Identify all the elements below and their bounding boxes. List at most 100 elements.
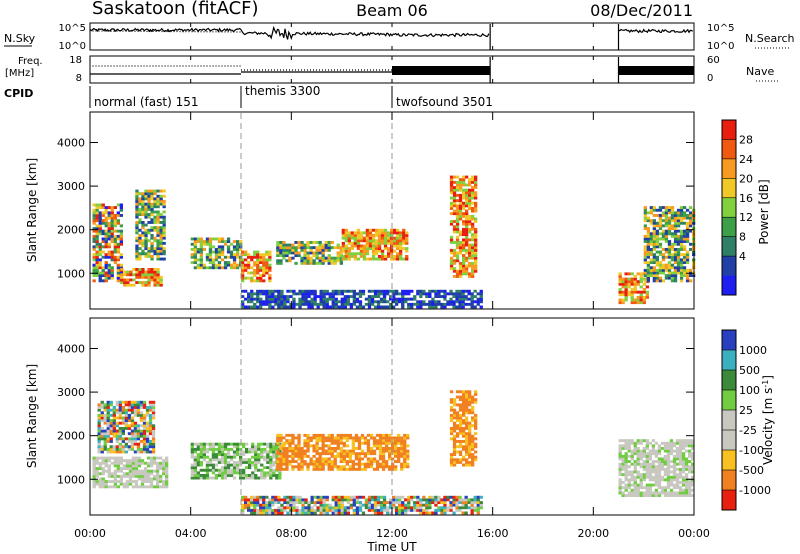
noise-left-tick-top: 10^5	[59, 23, 86, 34]
noise-search-line	[92, 30, 242, 33]
velocity-frame	[89, 317, 695, 516]
noise-left-tick-bottom: 10^0	[59, 41, 86, 52]
velocity-region-4	[449, 390, 478, 467]
freq-series	[90, 57, 694, 83]
velocity-colorbar-label-main: Velocity [m s	[761, 388, 775, 465]
xtick-label-6: 00:00	[678, 527, 710, 540]
noise-left-label: N.Sky	[4, 32, 36, 45]
power-frame	[89, 111, 695, 310]
velocity-colorbar-swatch-3	[722, 390, 736, 411]
noise-right-tick-top: 10^5	[707, 23, 734, 34]
power-colorbar: 28 24 20 16 12 8 4	[721, 119, 753, 296]
power-colorbar-swatch-5	[722, 217, 736, 237]
noise-sky-line	[89, 25, 490, 41]
velocity-colorbar-label-6: -500	[739, 464, 764, 477]
power-region-9	[643, 206, 696, 283]
power-colorbar-label-2: 20	[739, 172, 753, 185]
velocity-colorbar-label-5: -100	[739, 444, 764, 457]
power-colorbar-swatch-1	[722, 139, 736, 160]
velocity-colorbar: 1000 500 100 25 -25 -100 -500 -1000	[721, 329, 771, 511]
noise-right-tick-bottom: 10^0	[707, 41, 734, 52]
velocity-region-6	[241, 495, 483, 515]
velocity-ytick-label-3: 4000	[57, 343, 85, 356]
noise-sky-line-late	[618, 28, 694, 34]
velocity-ytick-label-1: 2000	[57, 430, 85, 443]
noise-series	[89, 24, 694, 50]
beam-title: Beam 06	[356, 1, 428, 20]
power-region-10	[241, 289, 483, 309]
velocity-colorbar-swatch-7	[722, 470, 736, 491]
xtick-label-5: 20:00	[577, 527, 609, 540]
date-title: 08/Dec/2011	[590, 1, 693, 20]
velocity-colorbar-label-0: 1000	[739, 344, 767, 357]
velocity-y-ticks: 1000 2000 3000 4000	[57, 343, 694, 486]
station-title: Saskatoon (fitACF)	[92, 0, 259, 19]
cpid-segment-0: normal (fast) 151	[94, 95, 198, 109]
freq-band-twofsound	[392, 66, 491, 75]
power-colorbar-label-4: 12	[739, 211, 753, 224]
cpid-panel: CPID normal (fast) 151 themis 3300 twofs…	[4, 84, 493, 109]
x-axis-ticks: 00:00 04:00 08:00 12:00 16:00 20:00 00:00	[74, 23, 710, 540]
power-colorbar-label-1: 24	[739, 153, 753, 166]
velocity-colorbar-label-2: 100	[739, 384, 760, 397]
power-region-0	[92, 203, 123, 283]
velocity-ytick-label-0: 1000	[57, 473, 85, 486]
power-colorbar-swatch-0	[722, 120, 736, 140]
velocity-colorbar-label-3: 25	[739, 404, 753, 417]
freq-left-label-2: [MHz]	[5, 68, 34, 79]
power-y-ticks: 1000 2000 3000 4000	[57, 137, 694, 280]
freq-right-tick-top: 60	[707, 55, 720, 66]
velocity-colorbar-swatch-5	[722, 430, 736, 451]
velocity-colorbar-swatch-4	[722, 410, 736, 431]
velocity-panel: 1000 2000 3000 4000 Slant Range [km]	[25, 317, 695, 516]
power-colorbar-swatch-4	[722, 197, 736, 218]
velocity-colorbar-swatch-8	[722, 490, 736, 511]
velocity-colorbar-swatch-6	[722, 450, 736, 471]
power-ytick-label-1: 2000	[57, 224, 85, 237]
power-colorbar-label-5: 8	[739, 231, 746, 244]
power-ylabel: Slant Range [km]	[25, 158, 39, 262]
velocity-ytick-label-2: 3000	[57, 386, 85, 399]
velocity-region-3	[276, 433, 410, 471]
power-region-6	[341, 228, 409, 261]
xtick-label-4: 16:00	[477, 527, 509, 540]
power-colorbar-swatch-3	[722, 178, 736, 199]
xtick-label-0: 00:00	[74, 527, 106, 540]
power-panel: 1000 2000 3000 4000 Slant Range [km]	[25, 111, 696, 310]
power-region-4	[241, 250, 272, 283]
power-ytick-label-3: 4000	[57, 137, 85, 150]
power-ytick-label-2: 3000	[57, 180, 85, 193]
power-region-1	[120, 268, 163, 287]
freq-right-label: Nave	[746, 65, 774, 78]
freq-panel: Freq. [MHz] 18 8 60 0 Nave	[5, 55, 780, 84]
cpid-segment-2: twofsound 3501	[396, 95, 493, 109]
power-region-2	[135, 189, 166, 261]
velocity-colorbar-label-end: ]	[761, 375, 775, 380]
xtick-label-2: 08:00	[275, 527, 307, 540]
velocity-data	[92, 319, 695, 515]
power-colorbar-frame	[721, 119, 737, 296]
power-colorbar-swatch-8	[722, 275, 736, 296]
power-region-7	[449, 175, 478, 278]
velocity-colorbar-swatch-2	[722, 370, 736, 391]
velocity-colorbar-swatch-1	[722, 350, 736, 371]
xtick-label-1: 04:00	[175, 527, 207, 540]
noise-panel: N.Sky 10^5 10^0 10^5 10^0 N.Search	[4, 22, 795, 52]
velocity-region-0	[92, 456, 169, 489]
power-data	[92, 113, 696, 309]
power-colorbar-label-0: 28	[739, 133, 753, 146]
velocity-colorbar-label: Velocity [m s-1]	[761, 375, 775, 465]
freq-left-tick-top: 18	[69, 55, 82, 66]
cpid-label: CPID	[4, 87, 33, 100]
velocity-region-2	[190, 442, 282, 480]
freq-left-label-1: Freq.	[18, 56, 43, 67]
power-region-5	[276, 241, 343, 265]
x-axis-label: Time UT	[366, 540, 417, 554]
velocity-colorbar-label-7: -1000	[739, 484, 771, 497]
power-colorbar-swatch-6	[722, 236, 736, 257]
power-colorbar-label-3: 16	[739, 192, 753, 205]
power-colorbar-swatch-2	[722, 158, 736, 179]
freq-band-late	[618, 66, 694, 75]
velocity-region-5	[618, 439, 695, 497]
